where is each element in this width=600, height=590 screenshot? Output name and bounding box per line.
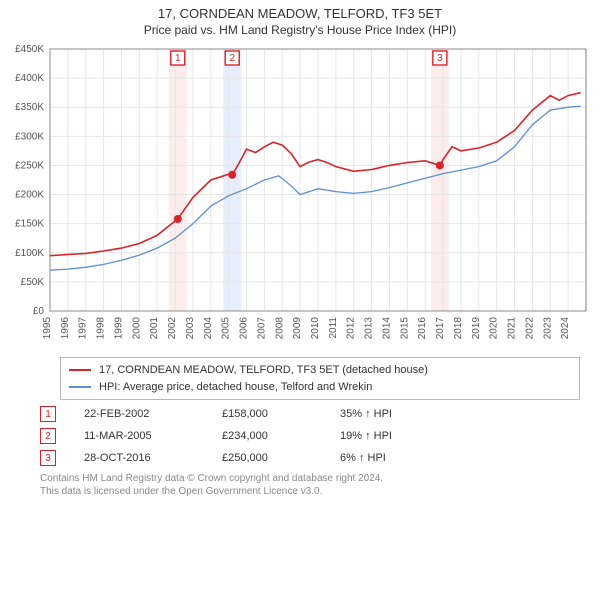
x-tick-label: 2000 [131, 317, 142, 340]
event-hpi: 35% ↑ HPI [340, 408, 392, 420]
price-chart: £0 £50K £100K £150K £200K £250K £300K £350K £400… [0, 41, 600, 351]
event-badge-number: 2 [229, 53, 235, 64]
y-tick-label: £250K [15, 160, 44, 171]
x-tick-label: 1996 [60, 317, 71, 340]
event-price: £234,000 [222, 430, 312, 442]
event-row: 3 28-OCT-2016 £250,000 6% ↑ HPI [40, 450, 580, 466]
legend-swatch [69, 386, 91, 388]
event-badge: 1 [40, 406, 56, 422]
x-tick-label: 2016 [417, 317, 428, 340]
x-tick-label: 2019 [471, 317, 482, 340]
legend-item: 17, CORNDEAN MEADOW, TELFORD, TF3 5ET (d… [69, 362, 571, 379]
event-date: 22-FEB-2002 [84, 408, 194, 420]
x-tick-label: 1999 [113, 317, 124, 340]
legend-swatch [69, 369, 91, 371]
x-tick-label: 2007 [256, 317, 267, 340]
legend-item: HPI: Average price, detached house, Telf… [69, 379, 571, 396]
x-tick-label: 2020 [489, 317, 500, 340]
event-band [431, 49, 449, 311]
y-tick-label: £0 [33, 306, 45, 317]
x-tick-label: 2008 [274, 317, 285, 340]
x-tick-label: 2018 [453, 317, 464, 340]
event-date: 28-OCT-2016 [84, 452, 194, 464]
footnote-line: This data is licensed under the Open Gov… [40, 485, 580, 498]
x-tick-label: 2002 [167, 317, 178, 340]
event-badge-number: 1 [175, 53, 181, 64]
legend-label: HPI: Average price, detached house, Telf… [99, 379, 372, 396]
footnote-line: Contains HM Land Registry data © Crown c… [40, 472, 580, 485]
event-band [169, 49, 187, 311]
page-title: 17, CORNDEAN MEADOW, TELFORD, TF3 5ET [0, 6, 600, 21]
event-row: 1 22-FEB-2002 £158,000 35% ↑ HPI [40, 406, 580, 422]
event-marker [228, 171, 236, 179]
x-tick-label: 1995 [42, 317, 53, 340]
x-tick-label: 2009 [292, 317, 303, 340]
y-tick-label: £100K [15, 248, 44, 259]
y-tick-label: £350K [15, 102, 44, 113]
x-tick-label: 2004 [203, 317, 214, 340]
chart-svg: £0 £50K £100K £150K £200K £250K £300K £350K £400… [0, 41, 600, 351]
x-tick-label: 2014 [381, 317, 392, 340]
event-hpi: 6% ↑ HPI [340, 452, 386, 464]
event-marker [436, 161, 444, 169]
event-row: 2 11-MAR-2005 £234,000 19% ↑ HPI [40, 428, 580, 444]
x-tick-label: 2006 [239, 317, 250, 340]
x-tick-label: 2012 [346, 317, 357, 340]
y-tick-label: £200K [15, 190, 44, 201]
event-date: 11-MAR-2005 [84, 430, 194, 442]
event-band [223, 49, 241, 311]
x-tick-label: 2015 [399, 317, 410, 340]
event-table: 1 22-FEB-2002 £158,000 35% ↑ HPI 2 11-MAR-200… [40, 406, 580, 466]
x-tick-label: 2024 [560, 317, 571, 340]
legend: 17, CORNDEAN MEADOW, TELFORD, TF3 5ET (d… [60, 357, 580, 400]
x-tick-label: 2013 [364, 317, 375, 340]
event-price: £250,000 [222, 452, 312, 464]
y-tick-label: £300K [15, 131, 44, 142]
footnote: Contains HM Land Registry data © Crown c… [40, 472, 580, 498]
x-tick-label: 2003 [185, 317, 196, 340]
x-tick-label: 2023 [542, 317, 553, 340]
event-price: £158,000 [222, 408, 312, 420]
x-tick-label: 2011 [328, 317, 339, 339]
x-tick-label: 2001 [149, 317, 160, 340]
y-tick-label: £450K [15, 44, 44, 55]
x-tick-label: 2022 [524, 317, 535, 340]
y-tick-label: £400K [15, 73, 44, 84]
event-badge: 3 [40, 450, 56, 466]
y-tick-label: £150K [15, 219, 44, 230]
y-tick-label: £50K [21, 277, 45, 288]
x-tick-label: 1998 [96, 317, 107, 340]
x-tick-label: 2005 [221, 317, 232, 340]
x-tick-label: 2017 [435, 317, 446, 340]
legend-label: 17, CORNDEAN MEADOW, TELFORD, TF3 5ET (d… [99, 362, 428, 379]
x-tick-label: 2010 [310, 317, 321, 340]
event-hpi: 19% ↑ HPI [340, 430, 392, 442]
event-marker [174, 215, 182, 223]
x-tick-label: 2021 [507, 317, 518, 340]
page-subtitle: Price paid vs. HM Land Registry's House … [0, 23, 600, 37]
x-tick-label: 1997 [78, 317, 89, 340]
event-badge-number: 3 [437, 53, 443, 64]
event-badge: 2 [40, 428, 56, 444]
